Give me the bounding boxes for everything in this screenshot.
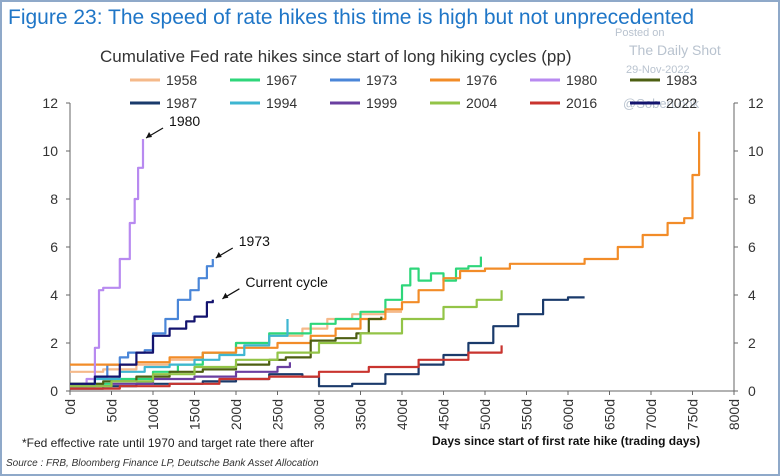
source-note: Source : FRB, Bloomberg Finance LP, Deut… bbox=[6, 458, 319, 469]
y-tick-label-left: 0 bbox=[50, 383, 58, 399]
figure-title: Figure 23: The speed of rate hikes this … bbox=[8, 6, 695, 29]
annotation-label: Current cycle bbox=[245, 274, 328, 290]
y-tick-label-left: 8 bbox=[50, 191, 58, 207]
legend-label-1999: 1999 bbox=[366, 95, 397, 111]
x-tick-label: 700d bbox=[643, 399, 659, 430]
annotation-label: 1973 bbox=[239, 233, 270, 249]
annotation-label: 1980 bbox=[169, 113, 200, 129]
chart-axes: 0 0 2 2 4 4 6 6 8 8 10 10 12 12 0d 50d 100d 150d 200d 250d 3… bbox=[42, 95, 763, 430]
x-tick-label: 50d bbox=[104, 399, 120, 422]
y-tick-label-left: 4 bbox=[50, 287, 58, 303]
y-tick-label-left: 10 bbox=[42, 143, 58, 159]
x-tick-label: 0d bbox=[62, 399, 78, 415]
annotation-arrowhead bbox=[222, 292, 229, 299]
series-line-1980 bbox=[70, 139, 145, 388]
legend-label-1958: 1958 bbox=[166, 72, 197, 88]
x-tick-label: 150d bbox=[187, 399, 203, 430]
legend-label-1983: 1983 bbox=[666, 72, 697, 88]
x-tick-label: 250d bbox=[270, 399, 286, 430]
annotation-arrowhead bbox=[146, 132, 153, 138]
watermark-date: 29-Nov-2022 bbox=[626, 64, 690, 76]
legend-label-2022: 2022 bbox=[666, 95, 697, 111]
x-tick-label: 400d bbox=[394, 399, 410, 430]
series-line-2022 bbox=[70, 299, 214, 385]
x-tick-label: 750d bbox=[685, 399, 701, 430]
x-axis-label: Days since start of first rate hike (tra… bbox=[432, 434, 701, 448]
chart-annotations: 1980 1973 Current cycle bbox=[145, 113, 328, 300]
legend-label-1967: 1967 bbox=[266, 72, 297, 88]
legend-label-1976: 1976 bbox=[466, 72, 497, 88]
series-line-1983 bbox=[70, 316, 383, 385]
x-tick-label: 300d bbox=[311, 399, 327, 430]
footnote: *Fed effective rate until 1970 and targe… bbox=[22, 436, 314, 450]
x-tick-label: 550d bbox=[519, 399, 535, 430]
y-tick-label-right: 4 bbox=[748, 287, 756, 303]
y-tick-label-left: 12 bbox=[42, 95, 58, 111]
series-line-1994 bbox=[70, 319, 289, 388]
legend-label-2016: 2016 bbox=[566, 95, 597, 111]
y-tick-label-right: 2 bbox=[748, 335, 756, 351]
series-line-1976 bbox=[70, 131, 701, 366]
y-tick-label-right: 8 bbox=[748, 191, 756, 207]
x-tick-label: 600d bbox=[560, 399, 576, 430]
y-tick-label-left: 2 bbox=[50, 335, 58, 351]
legend-label-1987: 1987 bbox=[166, 95, 197, 111]
x-tick-label: 800d bbox=[726, 399, 742, 430]
x-tick-label: 200d bbox=[228, 399, 244, 430]
legend-label-2004: 2004 bbox=[466, 95, 497, 111]
series-line-2016 bbox=[70, 345, 503, 390]
x-tick-label: 350d bbox=[353, 399, 369, 430]
x-tick-label: 650d bbox=[602, 399, 618, 430]
y-tick-label-right: 12 bbox=[748, 95, 764, 111]
y-tick-label-right: 10 bbox=[748, 143, 764, 159]
chart-legend: 1958 1967 1973 1976 1980 1983 1987 1994 1999 2004… bbox=[130, 72, 697, 111]
y-tick-label-left: 6 bbox=[50, 239, 58, 255]
series-line-2004 bbox=[70, 290, 503, 388]
legend-label-1973: 1973 bbox=[366, 72, 397, 88]
watermark-handle: @SoberLook bbox=[623, 96, 700, 111]
x-tick-label: 450d bbox=[436, 399, 452, 430]
watermark-posted-on: Posted on bbox=[615, 27, 665, 39]
x-tick-label: 100d bbox=[145, 399, 161, 430]
y-tick-label-right: 0 bbox=[748, 383, 756, 399]
watermark-source: The Daily Shot bbox=[629, 42, 721, 58]
annotation-arrowhead bbox=[215, 252, 222, 258]
x-tick-label: 500d bbox=[477, 399, 493, 430]
series-line-1973 bbox=[70, 259, 214, 388]
legend-label-1994: 1994 bbox=[266, 95, 297, 111]
y-tick-label-right: 6 bbox=[748, 239, 756, 255]
legend-label-1980: 1980 bbox=[566, 72, 597, 88]
chart-title: Cumulative Fed rate hikes since start of… bbox=[100, 47, 572, 66]
chart-series bbox=[70, 131, 701, 390]
